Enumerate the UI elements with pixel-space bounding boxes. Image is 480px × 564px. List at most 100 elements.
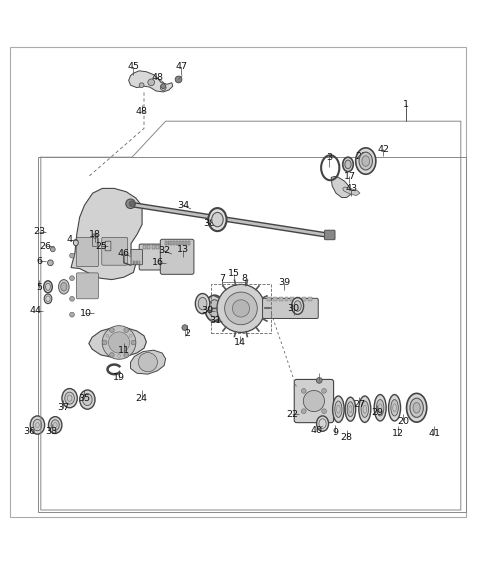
Ellipse shape (356, 148, 376, 174)
FancyBboxPatch shape (169, 245, 172, 249)
Text: 18: 18 (89, 231, 101, 240)
Circle shape (70, 276, 74, 280)
Ellipse shape (292, 298, 304, 314)
Ellipse shape (294, 301, 301, 311)
Ellipse shape (389, 395, 400, 421)
Text: 11: 11 (118, 346, 130, 355)
FancyBboxPatch shape (173, 241, 175, 245)
Circle shape (303, 390, 324, 412)
Ellipse shape (359, 152, 372, 170)
FancyBboxPatch shape (179, 241, 181, 245)
Ellipse shape (30, 416, 45, 434)
Polygon shape (89, 328, 146, 358)
Text: 5: 5 (36, 283, 42, 292)
Text: 27: 27 (353, 400, 365, 409)
Circle shape (301, 389, 306, 393)
Ellipse shape (407, 393, 427, 422)
Text: 26: 26 (39, 242, 52, 251)
Ellipse shape (205, 295, 224, 321)
FancyBboxPatch shape (136, 261, 137, 264)
FancyBboxPatch shape (160, 239, 194, 274)
FancyBboxPatch shape (105, 241, 111, 251)
FancyBboxPatch shape (188, 241, 190, 245)
Circle shape (109, 328, 114, 332)
FancyBboxPatch shape (93, 236, 97, 246)
FancyBboxPatch shape (302, 297, 306, 301)
Ellipse shape (62, 389, 77, 408)
FancyBboxPatch shape (182, 241, 184, 245)
Text: 39: 39 (278, 279, 290, 288)
Circle shape (109, 352, 114, 358)
FancyBboxPatch shape (76, 273, 98, 299)
Text: 23: 23 (33, 227, 46, 236)
Ellipse shape (195, 293, 210, 314)
Text: 10: 10 (79, 309, 91, 318)
Circle shape (131, 340, 136, 345)
Text: 41: 41 (429, 429, 441, 438)
Circle shape (161, 84, 166, 89)
Circle shape (322, 409, 326, 413)
FancyBboxPatch shape (143, 245, 146, 249)
Ellipse shape (59, 280, 69, 294)
Polygon shape (71, 188, 142, 280)
Ellipse shape (208, 208, 227, 231)
FancyBboxPatch shape (147, 245, 150, 249)
FancyBboxPatch shape (285, 297, 288, 301)
FancyBboxPatch shape (267, 297, 271, 301)
Text: 37: 37 (57, 403, 70, 412)
Ellipse shape (51, 420, 60, 430)
Ellipse shape (359, 396, 371, 422)
Text: 21: 21 (355, 152, 367, 161)
Text: 17: 17 (344, 172, 355, 181)
Ellipse shape (73, 240, 78, 246)
FancyBboxPatch shape (185, 241, 187, 245)
Ellipse shape (212, 213, 223, 227)
Text: 38: 38 (203, 219, 215, 228)
Text: 33: 33 (46, 428, 58, 437)
Text: 12: 12 (392, 429, 404, 438)
Ellipse shape (413, 403, 420, 413)
Ellipse shape (33, 419, 42, 431)
Circle shape (124, 352, 129, 358)
Ellipse shape (410, 398, 423, 417)
Circle shape (93, 233, 97, 239)
Circle shape (108, 332, 130, 353)
Text: 8: 8 (242, 274, 248, 283)
Ellipse shape (333, 396, 344, 422)
FancyBboxPatch shape (182, 245, 185, 249)
FancyBboxPatch shape (168, 241, 169, 245)
Ellipse shape (343, 157, 353, 171)
Text: 45: 45 (128, 63, 139, 72)
Ellipse shape (83, 394, 92, 406)
FancyBboxPatch shape (263, 298, 318, 319)
Text: 9: 9 (332, 428, 338, 437)
FancyBboxPatch shape (308, 297, 312, 301)
Ellipse shape (198, 297, 207, 310)
FancyBboxPatch shape (165, 245, 168, 249)
Ellipse shape (335, 401, 342, 417)
Ellipse shape (376, 399, 384, 416)
Circle shape (126, 199, 135, 209)
Circle shape (322, 389, 326, 393)
Circle shape (182, 325, 188, 331)
FancyBboxPatch shape (290, 297, 294, 301)
FancyBboxPatch shape (139, 244, 192, 270)
Text: 39: 39 (201, 306, 214, 315)
FancyBboxPatch shape (139, 261, 140, 264)
FancyBboxPatch shape (137, 261, 138, 264)
Text: 28: 28 (341, 434, 352, 443)
Text: 1: 1 (403, 100, 408, 109)
Polygon shape (343, 187, 360, 196)
Text: 35: 35 (78, 394, 90, 403)
Circle shape (160, 85, 166, 90)
Text: 2: 2 (184, 329, 190, 338)
Text: 34: 34 (177, 201, 190, 210)
FancyBboxPatch shape (324, 230, 335, 240)
Circle shape (50, 247, 55, 252)
Ellipse shape (317, 416, 328, 431)
FancyBboxPatch shape (131, 249, 143, 265)
Ellipse shape (44, 281, 52, 293)
FancyBboxPatch shape (156, 245, 159, 249)
Ellipse shape (80, 390, 95, 409)
Ellipse shape (60, 283, 67, 291)
